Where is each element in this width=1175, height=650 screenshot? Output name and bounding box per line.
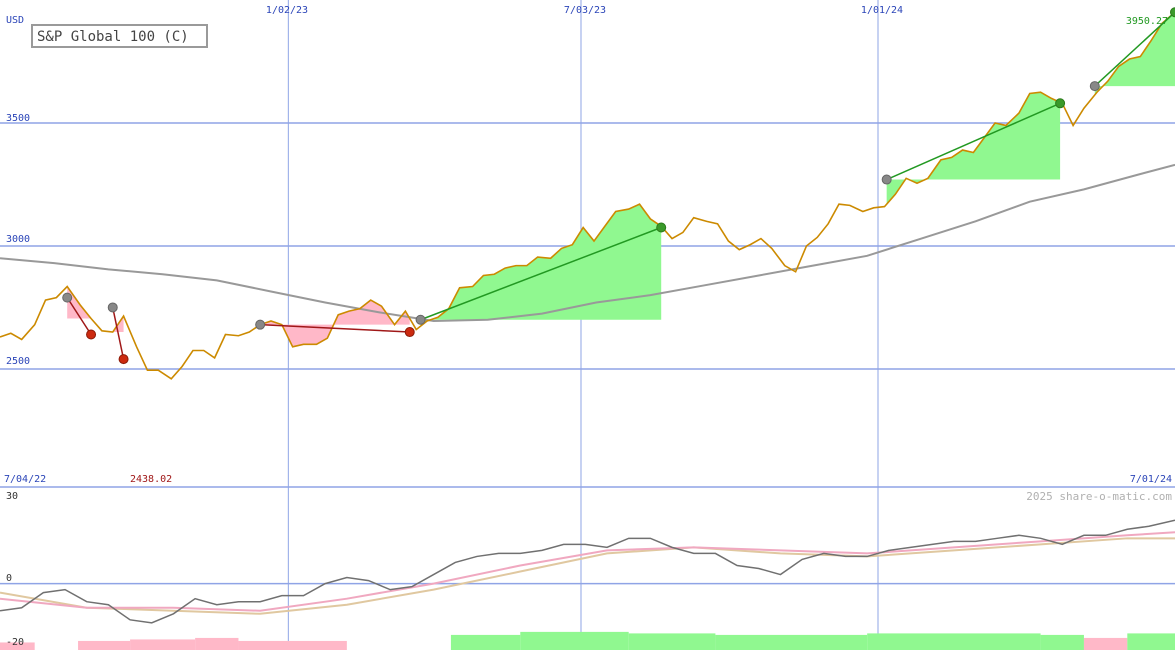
momentum-bar	[0, 642, 35, 650]
momentum-bar	[238, 640, 347, 650]
last-value-label: 3950.27	[1126, 16, 1168, 27]
loss-trade-line	[260, 323, 410, 333]
trade-entry-marker	[1089, 81, 1100, 92]
loss-trade-line	[111, 307, 125, 360]
momentum-bar	[195, 637, 239, 650]
trade-exit-marker	[404, 327, 415, 338]
trade-marker-layer	[62, 7, 1175, 365]
watermark: 2025 share-o-matic.com	[1026, 490, 1172, 503]
gain-trade-fill	[886, 92, 1061, 205]
momentum-bar	[450, 634, 521, 650]
loss-trade-line	[66, 297, 92, 335]
momentum-tick-label: -20	[6, 637, 24, 648]
trade-entry-marker	[107, 302, 118, 313]
momentum-bar	[520, 631, 629, 650]
gain-trade-fill	[1094, 12, 1175, 95]
momentum-bar	[130, 639, 196, 650]
title-box	[31, 24, 208, 48]
loss-trade-fill	[67, 286, 92, 319]
gain-trade-line	[886, 102, 1061, 181]
momentum-tick-label: 30	[6, 491, 18, 502]
trade-entry-marker	[415, 314, 426, 325]
start-date-label: 7/04/22	[4, 474, 46, 485]
signal-pink-line	[0, 531, 1175, 612]
momentum-bar	[715, 634, 868, 650]
trade-exit-marker	[656, 222, 667, 233]
date-tick-label: 1/01/24	[861, 5, 903, 16]
trade-exit-marker	[118, 354, 129, 365]
signal-tan-line	[0, 537, 1175, 615]
trade-fill-layer	[67, 12, 1175, 347]
date-tick-label: 1/02/23	[266, 5, 308, 16]
momentum-tick-label: 0	[6, 573, 12, 584]
chart-title: S&P Global 100 (C)	[37, 29, 189, 45]
date-tick-label: 7/03/23	[564, 5, 606, 16]
trade-entry-marker	[62, 292, 73, 303]
trade-exit-marker	[86, 329, 97, 340]
trade-entry-marker	[255, 319, 266, 330]
trade-entry-marker	[881, 174, 892, 185]
gain-trade-fill	[420, 204, 662, 327]
end-date-label: 7/01/24	[1130, 474, 1172, 485]
momentum-bar	[78, 640, 131, 650]
momentum-bar	[1083, 637, 1128, 650]
trade-exit-marker	[1170, 7, 1175, 18]
momentum-bar	[867, 633, 1041, 650]
momentum-bar	[1040, 634, 1084, 650]
momentum-bar	[628, 633, 716, 650]
trade-exit-marker	[1055, 98, 1066, 109]
price-line	[0, 11, 1175, 380]
y-tick-label: 3000	[6, 234, 30, 245]
momentum-bar	[1127, 633, 1175, 650]
y-tick-label: 2500	[6, 356, 30, 367]
momentum-line	[0, 519, 1175, 624]
moving-average-line	[0, 163, 1175, 322]
currency-label: USD	[6, 15, 24, 26]
series-layer	[0, 11, 1175, 650]
gain-trade-line	[1094, 11, 1175, 87]
gain-trade-line	[420, 226, 662, 321]
min-value-label: 2438.02	[130, 474, 172, 485]
y-tick-label: 3500	[6, 113, 30, 124]
loss-trade-fill	[112, 307, 124, 333]
